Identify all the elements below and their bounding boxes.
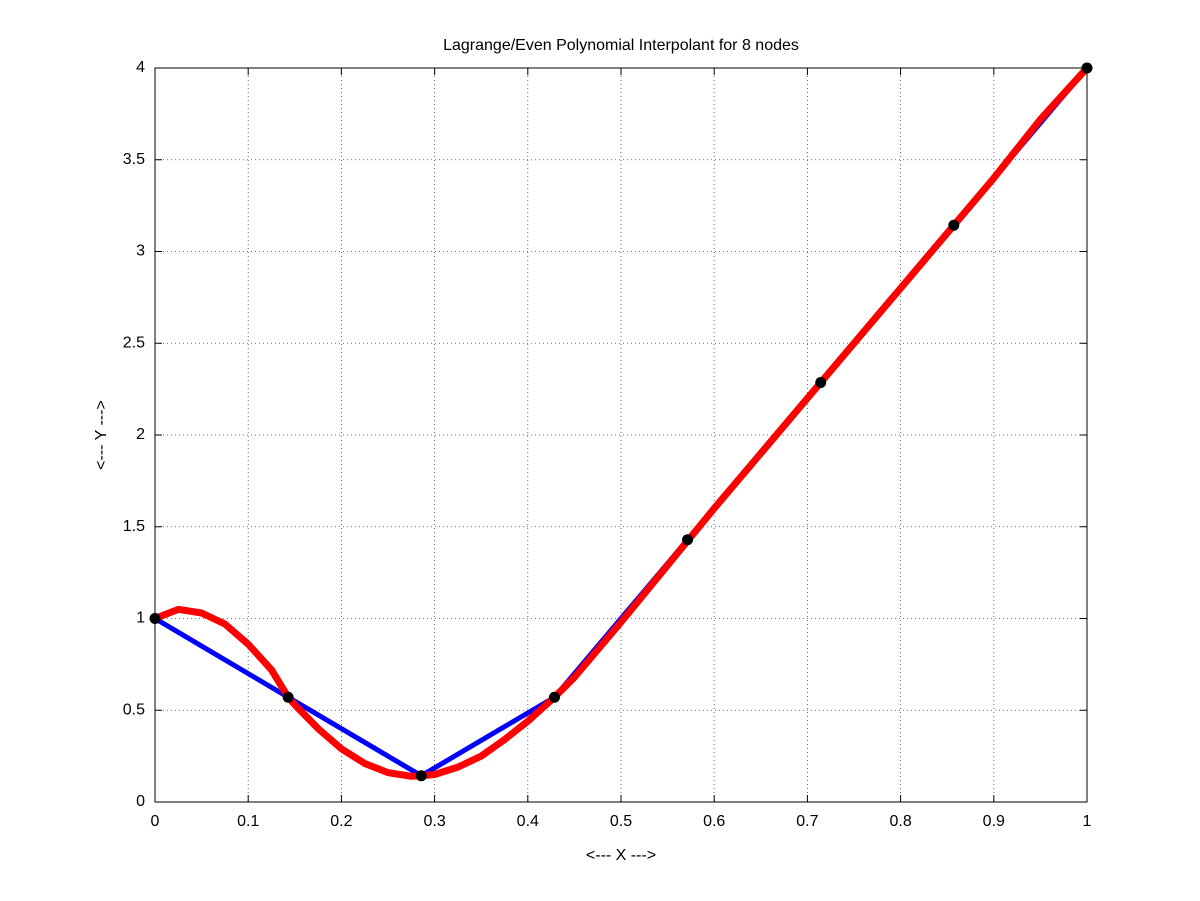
x-tick-label: 0.9 <box>983 813 1005 830</box>
series-line <box>151 64 1091 780</box>
plot-frame <box>154 67 1088 803</box>
x-tick-label: 0.2 <box>330 813 352 830</box>
node-marker <box>948 219 960 231</box>
x-tick-label: 0.4 <box>517 813 539 830</box>
node-marker <box>282 691 294 703</box>
y-tick-label: 3.5 <box>123 151 145 168</box>
y-tick-label: 2.5 <box>123 334 145 351</box>
y-tick-label: 1.5 <box>123 518 145 535</box>
node-marker <box>548 691 560 703</box>
node-marker <box>815 377 827 389</box>
x-axis-label: <--- X ---> <box>586 847 656 864</box>
x-tick-label: 0.3 <box>423 813 445 830</box>
x-tick-label: 0.1 <box>237 813 259 830</box>
y-tick-label: 0.5 <box>123 701 145 718</box>
y-tick-label: 3 <box>136 243 145 260</box>
y-tick-label: 2 <box>136 426 145 443</box>
node-marker <box>1081 62 1093 74</box>
y-axis-label: <--- Y ---> <box>93 400 110 470</box>
y-tick-label: 1 <box>136 610 145 627</box>
x-tick-label: 0 <box>151 813 160 830</box>
y-tick-label: 0 <box>136 793 145 810</box>
y-tick-label: 4 <box>136 59 145 76</box>
x-tick-label: 0.8 <box>889 813 911 830</box>
node-marker <box>415 770 427 782</box>
node-marker <box>682 534 694 546</box>
series-line <box>152 65 1090 779</box>
node-marker <box>149 613 161 624</box>
chart-title: Lagrange/Even Polynomial Interpolant for… <box>443 37 799 54</box>
x-tick-label: 0.6 <box>703 813 725 830</box>
x-tick-label: 0.7 <box>796 813 818 830</box>
x-tick-label: 0.5 <box>610 813 632 830</box>
x-tick-label: 1 <box>1083 813 1092 830</box>
